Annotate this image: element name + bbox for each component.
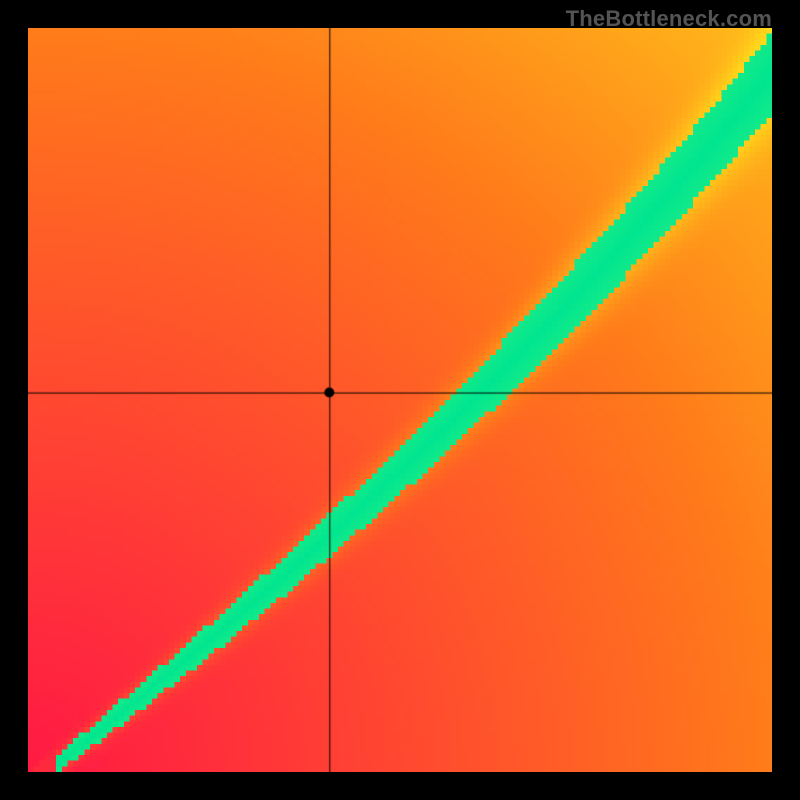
chart-container: { "watermark": { "text": "TheBottleneck.… [0,0,800,800]
watermark-text: TheBottleneck.com [566,6,772,32]
crosshair-overlay-canvas [28,28,772,772]
